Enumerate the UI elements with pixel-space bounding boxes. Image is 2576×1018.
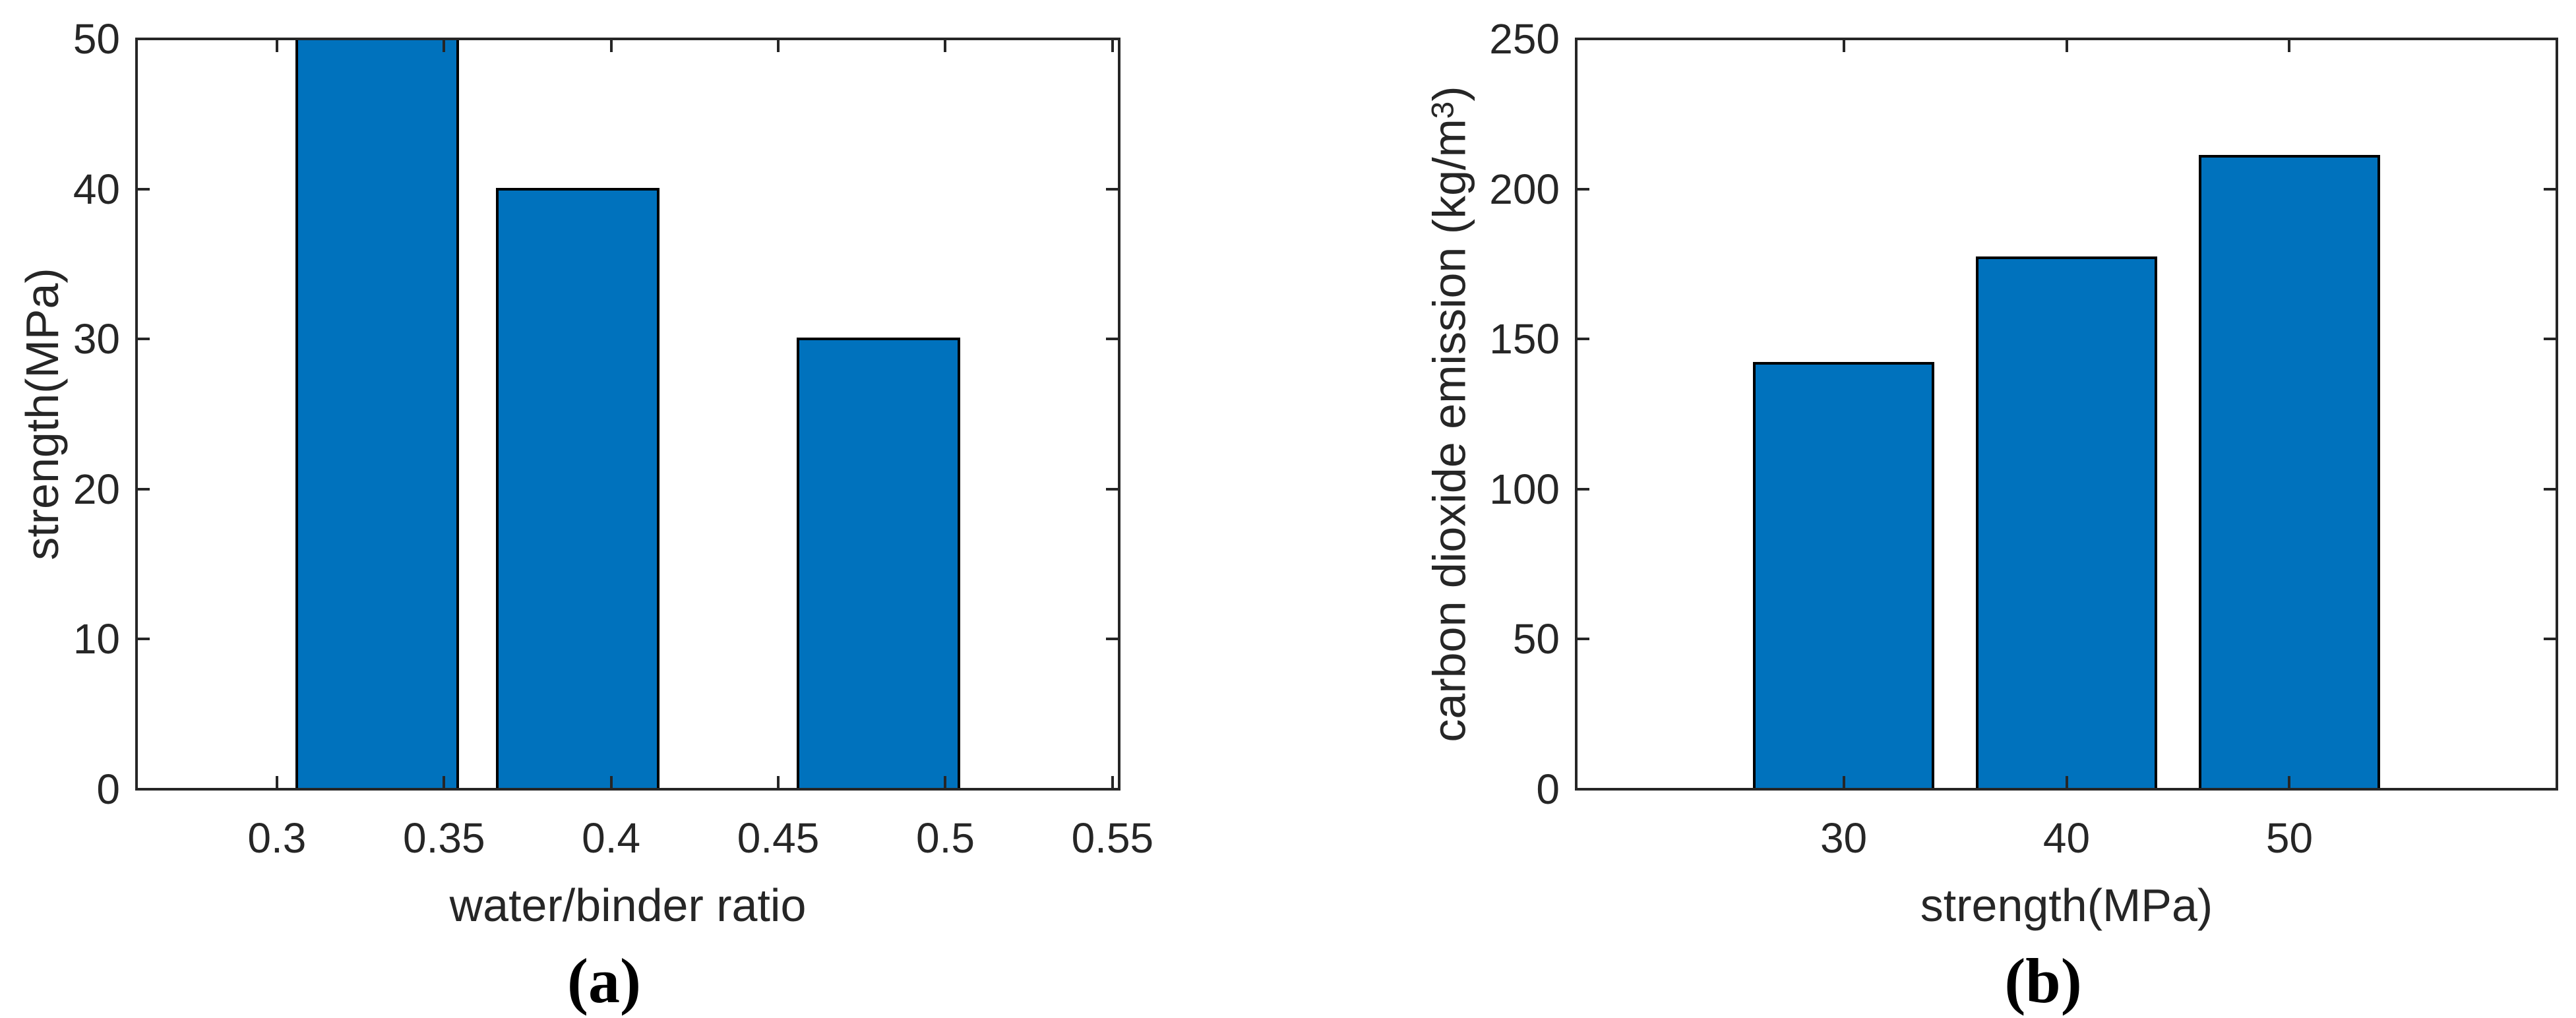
y-tick-right-b: [2544, 788, 2556, 791]
y-tick-right-b: [2544, 338, 2556, 341]
y-tick-a: [138, 187, 150, 191]
y-tick-label-b: 250: [1489, 15, 1560, 63]
y-tick-label-b: 0: [1536, 765, 1560, 813]
y-tick-b: [1578, 38, 1589, 40]
x-tick-top-b: [1842, 40, 1845, 52]
x-tick-a: [1111, 776, 1114, 788]
x-tick-b: [2288, 776, 2291, 788]
y-tick-right-b: [2544, 638, 2556, 641]
y-tick-label-a: 40: [73, 165, 120, 213]
x-tick-top-b: [2288, 40, 2291, 52]
y-tick-a: [138, 788, 150, 791]
y-tick-label-a: 0: [96, 765, 120, 813]
y-tick-a: [138, 338, 150, 341]
y-tick-right-a: [1106, 487, 1118, 491]
y-tick-label-a: 30: [73, 315, 120, 363]
y-axis-label-b-superscript: 3: [1425, 101, 1461, 119]
x-tick-label-a: 0.5: [915, 814, 975, 862]
y-tick-right-b: [2544, 187, 2556, 191]
y-tick-right-a: [1106, 338, 1118, 341]
x-tick-top-a: [944, 40, 947, 52]
x-axis-label-a: water/binder ratio: [449, 880, 807, 931]
x-tick-label-a: 0.45: [737, 814, 820, 862]
x-tick-top-a: [443, 40, 446, 52]
x-tick-top-a: [1111, 40, 1114, 52]
x-tick-top-a: [275, 40, 278, 52]
y-tick-a: [138, 38, 150, 40]
x-tick-label-a: 0.55: [1071, 814, 1154, 862]
x-tick-a: [777, 776, 780, 788]
x-tick-label-a: 0.4: [582, 814, 641, 862]
y-tick-right-a: [1106, 638, 1118, 641]
x-tick-a: [609, 776, 613, 788]
x-tick-label-b: 40: [2042, 814, 2091, 862]
y-tick-right-a: [1106, 187, 1118, 191]
bar-b-3: [2199, 154, 2380, 791]
caption-b: (b): [2004, 945, 2082, 1016]
x-tick-a: [944, 776, 947, 788]
caption-a: (a): [567, 945, 641, 1016]
y-tick-b: [1578, 487, 1589, 491]
x-tick-a: [443, 776, 446, 788]
y-tick-label-b: 150: [1489, 315, 1560, 363]
y-axis-label-b-post: ): [1423, 86, 1475, 102]
y-tick-right-a: [1106, 788, 1118, 791]
y-tick-right-a: [1106, 38, 1118, 40]
x-tick-top-a: [609, 40, 613, 52]
x-tick-a: [275, 776, 278, 788]
y-tick-label-b: 200: [1489, 165, 1560, 213]
y-tick-a: [138, 638, 150, 641]
x-tick-label-a: 0.35: [402, 814, 485, 862]
x-tick-b: [1842, 776, 1845, 788]
bar-b-1: [1753, 361, 1934, 791]
x-axis-label-b: strength(MPa): [1920, 880, 2213, 931]
y-tick-b: [1578, 788, 1589, 791]
y-tick-right-b: [2544, 38, 2556, 40]
y-axis-label-a-text: strength(MPa): [16, 268, 68, 560]
y-tick-label-a: 50: [73, 15, 120, 63]
y-tick-b: [1578, 338, 1589, 341]
y-axis-label-a: strength(MPa): [14, 268, 71, 560]
y-tick-label-a: 20: [73, 465, 120, 513]
y-tick-right-b: [2544, 487, 2556, 491]
x-tick-label-b: 50: [2265, 814, 2314, 862]
bar-a-1: [295, 38, 459, 791]
y-tick-b: [1578, 638, 1589, 641]
x-tick-b: [2065, 776, 2068, 788]
y-tick-label-b: 100: [1489, 465, 1560, 513]
x-tick-label-b: 30: [1820, 814, 1868, 862]
x-tick-top-a: [777, 40, 780, 52]
y-tick-a: [138, 487, 150, 491]
y-tick-label-b: 50: [1512, 615, 1560, 663]
x-tick-label-a: 0.3: [247, 814, 307, 862]
bar-a-3: [797, 338, 960, 791]
bar-a-2: [496, 187, 659, 791]
y-tick-b: [1578, 187, 1589, 191]
bar-b-2: [1976, 256, 2157, 791]
x-tick-top-b: [2065, 40, 2068, 52]
y-tick-label-a: 10: [73, 615, 120, 663]
